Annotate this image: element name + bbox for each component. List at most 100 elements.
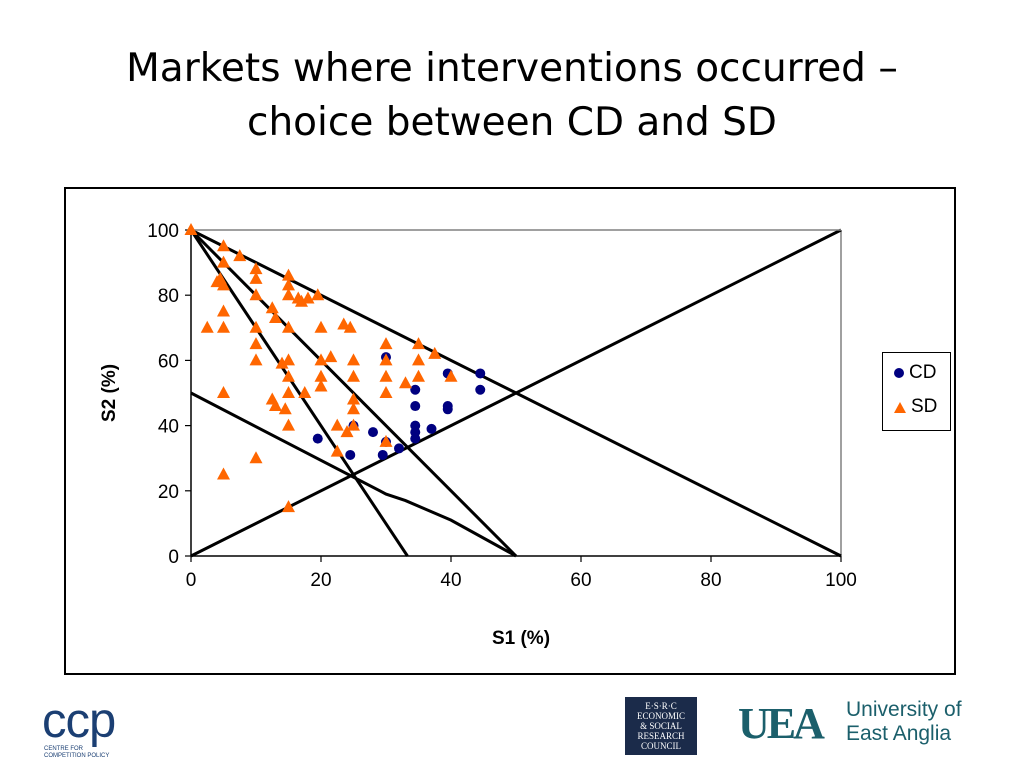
ccp-logo-mark: ccp [42,694,116,748]
data-point-sd [412,337,425,350]
data-point-sd [249,320,263,333]
data-point-cd [410,420,421,431]
y-tick-label: 0 [168,547,179,568]
data-point-sd [184,223,198,235]
slide-title: Markets where interventions occurred – c… [0,42,1024,150]
data-point-sd [314,369,328,382]
data-point-cd [410,401,421,412]
data-point-sd [282,320,295,333]
data-point-sd [269,311,282,324]
y-tick-label: 40 [158,417,179,438]
data-point-sd [249,337,263,350]
x-tick-label: 100 [825,570,857,591]
data-point-sd [314,379,328,392]
data-point-sd [249,451,263,464]
data-point-sd [311,288,325,301]
data-point-sd [379,337,393,350]
data-point-sd [330,418,344,431]
x-tick-label: 20 [310,570,331,591]
data-point-sd [217,255,230,268]
legend-label-cd: CD [909,362,937,383]
y-tick-label: 60 [158,351,179,372]
data-point-cd [410,384,421,395]
ccp-logo-subtitle: Centre for Competition Policy [44,746,110,759]
legend-circle-marker [894,368,904,378]
y-tick-label: 100 [147,221,179,242]
data-point-cd [475,368,486,379]
data-point-sd [324,350,338,363]
x-tick-label: 40 [440,570,461,591]
x-tick-label: 60 [570,570,591,591]
data-point-sd [379,353,393,366]
legend: CD SD [882,352,951,431]
y-tick-label: 80 [158,286,179,307]
data-point-cd [312,433,323,444]
data-point-sd [282,369,295,382]
title-line-2: choice between CD and SD [247,100,777,145]
data-point-sd [233,249,247,262]
data-point-sd [217,320,230,333]
data-point-sd [330,444,344,457]
data-point-sd [249,262,263,275]
data-point-sd [217,386,230,398]
y-axis-title: S2 (%) [99,364,120,422]
data-point-sd [399,376,412,389]
data-point-sd [269,399,282,412]
uea-logo-name: University of East Anglia [846,698,962,745]
data-point-sd [282,386,295,398]
scatter-chart: 0 20 40 60 80 100 0 20 40 60 80 100 S1 (%) S2 (%) [99,221,857,649]
data-point-cd [368,427,378,438]
data-point-sd [347,353,360,366]
data-point-sd [347,402,360,415]
uea-logo-mark: UEA [738,699,825,748]
x-tick-label: 0 [186,570,197,591]
data-point-sd [428,346,442,359]
data-point-sd [298,386,312,398]
data-point-sd [282,278,295,291]
x-axis-title: S1 (%) [492,628,550,649]
data-point-sd [314,320,328,333]
x-tick-label: 80 [700,570,721,591]
data-point-sd [412,369,425,382]
data-point-sd [379,434,393,447]
data-point-sd [282,500,295,513]
data-point-cd [394,443,404,454]
data-point-sd [340,425,354,438]
boundary-line-4 [190,228,842,558]
data-point-sd [282,353,295,366]
data-point-sd [249,288,263,301]
data-point-sd [301,291,315,304]
data-point-sd [249,353,263,366]
esrc-logo: E·S·R·C ECONOMIC & SOCIAL RESEARCH COUNC… [625,697,697,755]
data-point-sd [412,353,425,366]
title-line-1: Markets where interventions occurred – [126,46,898,91]
data-point-sd [295,294,308,307]
data-point-sd [347,369,360,382]
data-point-sd [314,353,328,366]
data-point-sd [337,317,351,330]
legend-item-cd: CD [883,361,936,385]
y-tick-label: 20 [158,482,179,503]
data-point-sd [282,288,295,301]
boundary-line-3 [189,229,409,557]
data-point-sd [275,356,289,369]
data-point-cd [345,449,356,460]
chart-container: 0 20 40 60 80 100 0 20 40 60 80 100 S1 (%) S2 (%) CD … [64,187,956,675]
data-point-sd [217,304,230,317]
data-point-sd [200,320,214,333]
data-point-sd [282,418,295,431]
data-point-sd [217,278,230,291]
legend-label-sd: SD [911,396,938,417]
uea-logo: UEA University of East Anglia [738,698,988,750]
boundary-line-5 [190,391,517,558]
data-point-sd [278,402,292,415]
ccp-logo: ccp Centre for Competition Policy [42,697,154,761]
legend-triangle-marker [894,401,906,413]
data-point-sd [444,369,458,382]
data-point-sd [265,301,279,314]
data-point-sd [343,320,357,333]
data-point-sd [217,239,230,252]
data-point-sd [379,386,393,398]
data-point-sd [217,467,230,480]
data-point-sd [347,418,360,431]
